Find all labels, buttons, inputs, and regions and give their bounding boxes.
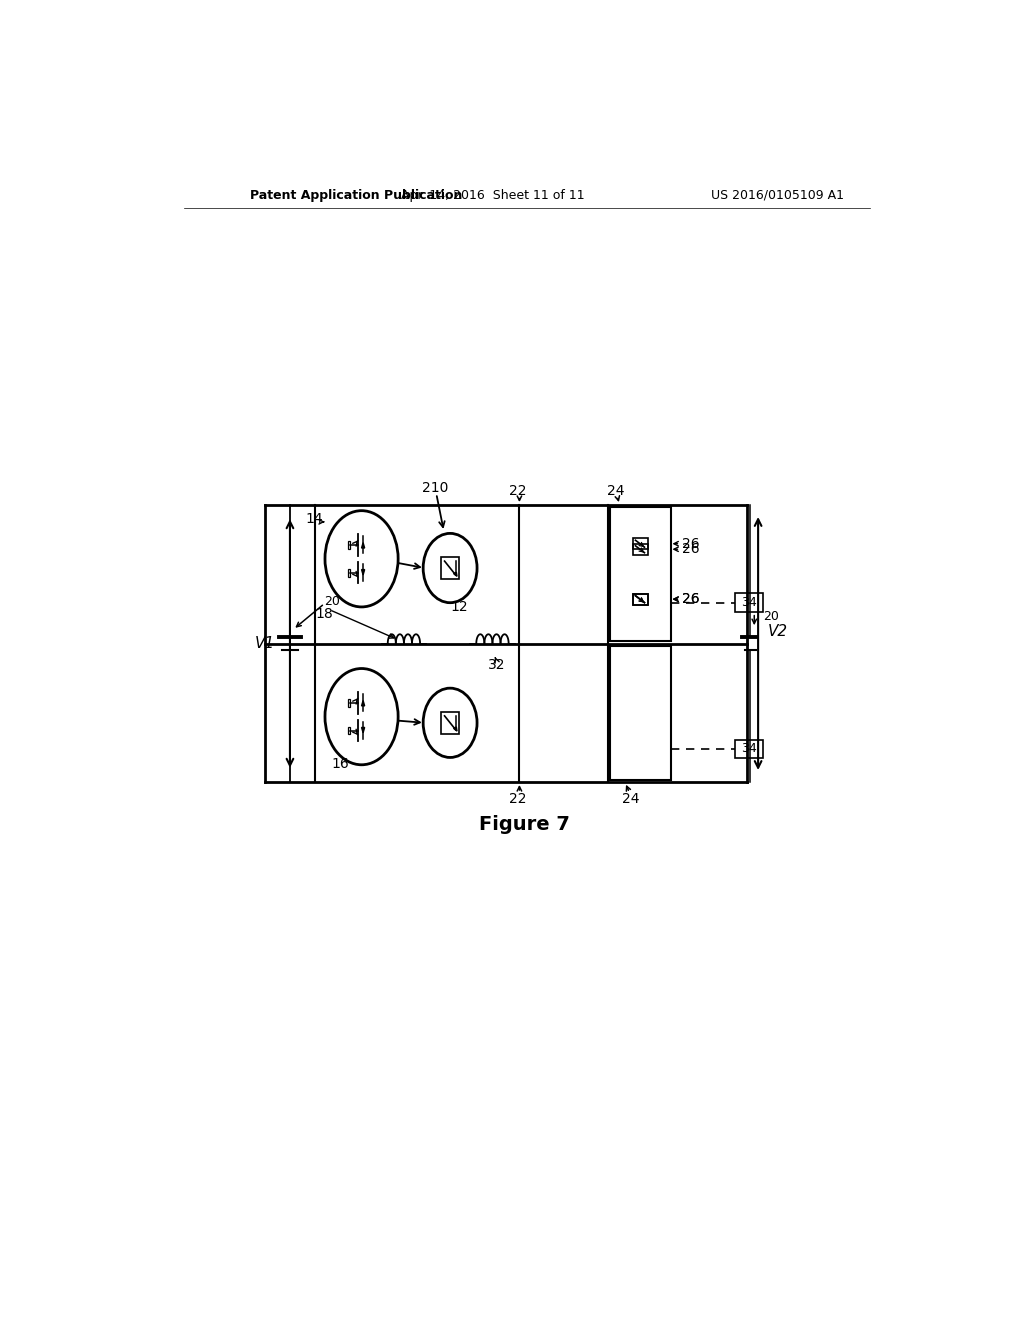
- Text: V2: V2: [767, 624, 787, 639]
- Bar: [348, 569, 350, 577]
- Polygon shape: [361, 570, 365, 576]
- Bar: [633, 594, 648, 605]
- Text: 24: 24: [623, 792, 640, 807]
- Bar: [735, 739, 763, 758]
- Text: 32: 32: [487, 659, 505, 672]
- Text: 26: 26: [682, 593, 699, 606]
- Text: 34: 34: [741, 742, 757, 755]
- Text: Apr. 14, 2016  Sheet 11 of 11: Apr. 14, 2016 Sheet 11 of 11: [400, 189, 585, 202]
- Polygon shape: [454, 727, 457, 731]
- Polygon shape: [454, 572, 457, 577]
- Text: Figure 7: Figure 7: [479, 814, 570, 834]
- Text: 22: 22: [509, 484, 526, 498]
- Text: 26: 26: [682, 537, 699, 550]
- Text: 26: 26: [682, 593, 699, 606]
- Bar: [348, 541, 350, 549]
- Text: 22: 22: [509, 792, 526, 807]
- Text: Patent Application Publication: Patent Application Publication: [250, 189, 462, 202]
- Bar: [633, 539, 648, 549]
- Text: 18: 18: [315, 607, 334, 622]
- Text: 14: 14: [305, 512, 323, 525]
- Text: 12: 12: [451, 599, 468, 614]
- Polygon shape: [361, 727, 365, 733]
- Text: 16: 16: [331, 758, 349, 771]
- Text: V1: V1: [254, 636, 274, 651]
- Bar: [441, 557, 459, 579]
- Bar: [735, 594, 763, 612]
- Polygon shape: [361, 701, 365, 706]
- Text: 34: 34: [741, 597, 757, 610]
- Bar: [633, 594, 648, 605]
- Bar: [609, 645, 671, 780]
- Bar: [348, 726, 350, 734]
- Bar: [609, 507, 671, 642]
- Text: US 2016/0105109 A1: US 2016/0105109 A1: [711, 189, 844, 202]
- Text: 20: 20: [325, 594, 340, 607]
- Text: 26: 26: [682, 543, 699, 556]
- Bar: [633, 544, 648, 554]
- Bar: [441, 711, 459, 734]
- Text: 210: 210: [422, 480, 447, 495]
- Text: 24: 24: [607, 484, 625, 498]
- Polygon shape: [361, 543, 365, 548]
- Bar: [348, 700, 350, 706]
- Text: 20: 20: [764, 610, 779, 623]
